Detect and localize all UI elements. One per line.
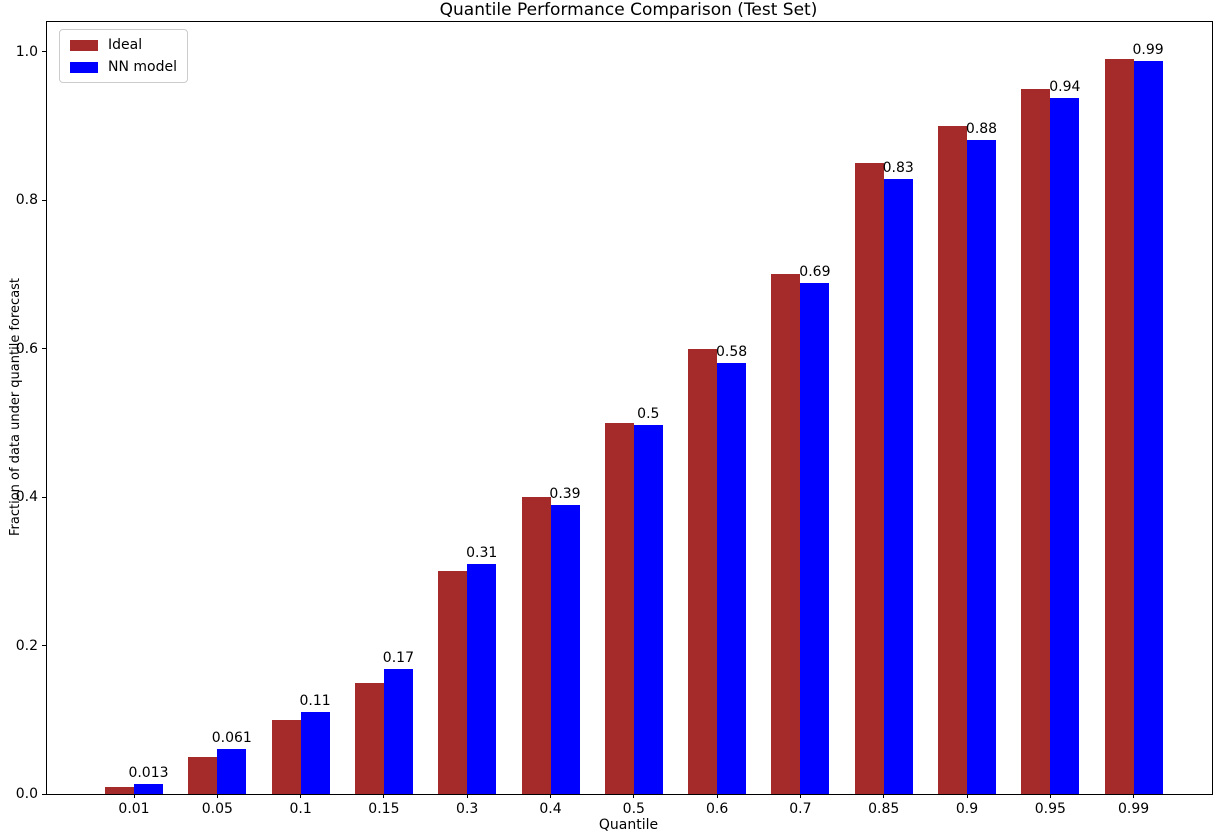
x-tick-mark bbox=[883, 794, 885, 798]
legend-label-ideal: Ideal bbox=[108, 37, 143, 53]
bar-nn-model bbox=[550, 504, 580, 794]
y-tick-mark bbox=[42, 496, 46, 498]
bar-nn-model bbox=[633, 425, 663, 794]
bar-value-label: 0.83 bbox=[882, 160, 914, 177]
bar-ideal bbox=[854, 163, 884, 794]
bar-ideal bbox=[271, 719, 301, 794]
x-tick-label: 0.5 bbox=[622, 801, 645, 817]
x-tick-label: 0.99 bbox=[1118, 801, 1150, 817]
x-tick-mark bbox=[466, 794, 468, 798]
bar-ideal bbox=[604, 422, 634, 794]
x-tick-mark bbox=[550, 794, 551, 798]
bar-value-label: 0.31 bbox=[466, 544, 498, 561]
bar-value-label: 0.88 bbox=[965, 121, 998, 138]
bar-value-label: 0.013 bbox=[128, 765, 169, 782]
y-tick-label: 0.4 bbox=[15, 489, 38, 506]
bar-nn-model bbox=[217, 748, 247, 794]
bar-ideal bbox=[938, 125, 967, 794]
bar-nn-model bbox=[967, 140, 996, 794]
legend: Ideal NN model bbox=[59, 29, 188, 83]
y-tick-label: 0.0 bbox=[15, 786, 38, 802]
x-tick-label: 0.1 bbox=[289, 801, 312, 817]
y-tick-mark bbox=[42, 793, 46, 795]
bar-ideal bbox=[771, 274, 801, 794]
bar-value-label: 0.39 bbox=[549, 485, 581, 502]
x-tick-mark bbox=[1049, 794, 1051, 798]
x-tick-label: 0.85 bbox=[868, 801, 900, 817]
plot-area: Ideal NN model 0.0 0.2 0.4 0.6 0.8 1.0 0.01 0.0… bbox=[16, 21, 1213, 817]
x-tick-mark bbox=[799, 794, 801, 798]
bar-nn-model bbox=[717, 363, 747, 794]
x-tick-mark bbox=[1133, 794, 1135, 798]
y-tick-label: 0.2 bbox=[15, 637, 38, 654]
x-tick-label: 0.7 bbox=[789, 801, 812, 817]
x-tick-label: 0.15 bbox=[368, 801, 400, 817]
x-tick-label: 0.01 bbox=[118, 801, 150, 817]
y-tick-label: 1.0 bbox=[15, 43, 38, 60]
x-tick-label: 0.95 bbox=[1034, 801, 1066, 817]
x-tick-label: 0.9 bbox=[955, 801, 979, 817]
y-tick-label: 0.6 bbox=[15, 340, 38, 357]
bar-ideal bbox=[354, 682, 384, 794]
bar-ideal bbox=[1104, 59, 1134, 794]
bar-value-label: 0.58 bbox=[716, 344, 748, 361]
y-tick-mark bbox=[42, 348, 46, 350]
bar-nn-model bbox=[467, 563, 497, 794]
x-tick-label: 0.05 bbox=[201, 801, 233, 817]
x-tick-mark bbox=[966, 794, 968, 798]
y-tick-mark bbox=[42, 51, 46, 53]
bar-value-label: 0.11 bbox=[299, 693, 331, 710]
bar-nn-model bbox=[1133, 61, 1163, 794]
x-axis-label: Quantile bbox=[598, 817, 659, 833]
bar-ideal bbox=[105, 786, 134, 794]
legend-swatch-ideal-icon bbox=[70, 39, 98, 51]
bar-value-label: 0.94 bbox=[1049, 79, 1081, 96]
bar-value-label: 0.5 bbox=[637, 406, 660, 423]
x-tick-mark bbox=[383, 794, 385, 798]
bar-nn-model bbox=[134, 784, 163, 794]
bar-value-label: 0.99 bbox=[1132, 42, 1164, 59]
legend-item-nn-model: NN model bbox=[70, 59, 177, 75]
legend-label-nn-model: NN model bbox=[108, 59, 177, 75]
bar-value-label: 0.69 bbox=[799, 264, 831, 281]
bar-value-label: 0.061 bbox=[211, 729, 252, 746]
bar-ideal bbox=[438, 571, 468, 794]
y-tick-mark bbox=[42, 645, 46, 647]
bar-nn-model bbox=[883, 179, 913, 794]
bar-nn-model bbox=[1050, 98, 1080, 794]
y-tick-label: 0.8 bbox=[15, 192, 38, 209]
bar-ideal bbox=[188, 756, 218, 794]
x-tick-mark bbox=[633, 794, 635, 798]
bar-nn-model bbox=[300, 712, 330, 794]
y-tick-mark bbox=[42, 199, 46, 201]
legend-item-ideal: Ideal bbox=[70, 37, 177, 53]
bar-ideal bbox=[521, 497, 551, 794]
x-tick-mark bbox=[716, 794, 718, 798]
x-tick-mark bbox=[300, 794, 302, 798]
bar-ideal bbox=[688, 348, 718, 794]
bar-value-label: 0.17 bbox=[382, 650, 414, 667]
bar-ideal bbox=[1021, 88, 1051, 794]
x-tick-label: 0.6 bbox=[705, 801, 729, 817]
x-tick-mark bbox=[133, 794, 135, 798]
chart-title: Quantile Performance Comparison (Test Se… bbox=[439, 0, 818, 20]
bar-nn-model bbox=[383, 669, 413, 794]
x-tick-label: 0.4 bbox=[539, 801, 562, 817]
y-axis-label: Fraction of data under quantile forecast bbox=[8, 277, 23, 537]
legend-swatch-nn-model-icon bbox=[70, 61, 98, 73]
x-tick-mark bbox=[216, 794, 218, 798]
bar-nn-model bbox=[800, 283, 830, 794]
x-tick-label: 0.3 bbox=[456, 801, 479, 817]
